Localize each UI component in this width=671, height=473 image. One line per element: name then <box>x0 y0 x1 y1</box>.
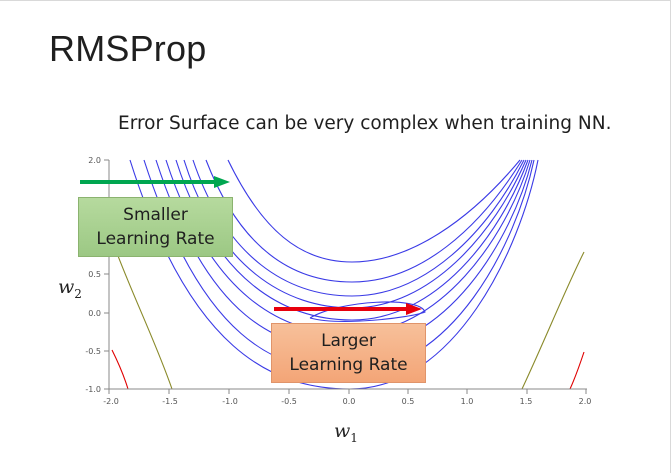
y-axis <box>104 159 110 390</box>
contour-line <box>111 239 173 390</box>
x-tick-label: -1.5 <box>162 397 178 406</box>
contour-line <box>521 251 585 390</box>
x-tick-label: 1.5 <box>520 397 533 406</box>
x-axis-label-subscript: 1 <box>350 431 358 445</box>
red-arrow-icon <box>274 303 422 315</box>
x-tick-label: -0.5 <box>281 397 297 406</box>
x-tick-label: 1.0 <box>461 397 474 406</box>
x-axis <box>108 388 587 394</box>
slide-title: RMSProp <box>49 28 207 69</box>
y-axis-label-main: w <box>58 276 75 298</box>
y-axis-label-subscript: 2 <box>74 287 82 301</box>
contour-line <box>111 349 129 390</box>
smaller-learning-rate-box: Smaller Learning Rate <box>78 197 233 257</box>
x-tick-label: 0.0 <box>343 397 356 406</box>
slide-top-border <box>0 0 671 1</box>
contour-line <box>227 159 521 263</box>
y-tick-label: -0.5 <box>85 347 101 356</box>
x-axis-label: w1 <box>334 420 358 445</box>
larger-label-line1: Larger <box>321 331 376 351</box>
contour-line <box>569 351 585 390</box>
x-axis-label-main: w <box>334 420 351 442</box>
x-tick-labels: -2.0 -1.5 -1.0 -0.5 0.0 0.5 1.0 1.5 2.0 <box>103 397 591 406</box>
green-arrow-icon <box>80 176 230 188</box>
smaller-label-line1: Smaller <box>123 205 188 225</box>
x-tick-label: 0.5 <box>402 397 415 406</box>
x-tick-label: -2.0 <box>103 397 119 406</box>
y-tick-label: 0.5 <box>88 270 101 279</box>
y-tick-label: 0.0 <box>88 309 101 318</box>
slide-subtitle: Error Surface can be very complex when t… <box>118 113 612 134</box>
x-tick-label: -1.0 <box>222 397 238 406</box>
y-tick-label: -1.0 <box>85 385 101 394</box>
y-tick-label: 2.0 <box>88 156 101 165</box>
contour-line <box>205 159 523 283</box>
x-tick-label: 2.0 <box>579 397 592 406</box>
smaller-label-line2: Learning Rate <box>96 229 215 249</box>
y-axis-label: w2 <box>58 276 82 301</box>
larger-learning-rate-box: Larger Learning Rate <box>271 323 426 383</box>
larger-label-line2: Learning Rate <box>289 355 408 375</box>
y-tick-labels: 2.0 0.5 0.0 -0.5 -1.0 <box>85 156 101 394</box>
contour-line <box>309 301 426 322</box>
